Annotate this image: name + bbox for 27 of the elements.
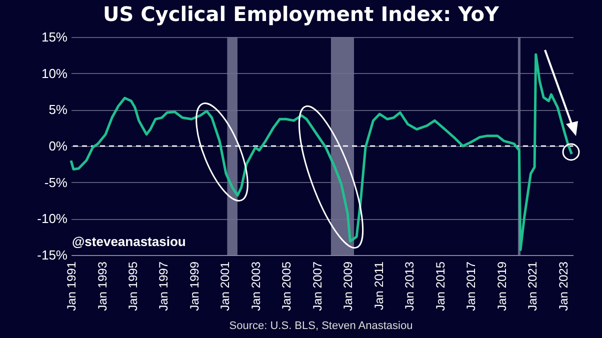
y-tick-label: 0% (48, 138, 68, 154)
y-tick-label: 10% (41, 66, 68, 81)
x-tick-label: Jan 1993 (95, 261, 110, 311)
x-tick-label: Jan 2001 (218, 261, 232, 311)
x-tick-label: Jan 2015 (433, 261, 448, 311)
x-tick-label: Jan 2011 (372, 261, 386, 310)
x-tick-label: Jan 1991 (64, 261, 78, 311)
annotation: @steveanastasiou (72, 234, 186, 249)
y-tick-label: -10% (37, 211, 68, 226)
x-tick-label: Jan 2005 (280, 261, 294, 311)
x-tick-label: Jan 2019 (494, 261, 509, 311)
x-tick-label: Jan 2003 (248, 261, 263, 311)
x-tick-label: Jan 2007 (310, 261, 324, 311)
source-note: Source: U.S. BLS, Steven Anastasiou (228, 320, 414, 332)
x-tick-label: Jan 2021 (526, 261, 540, 311)
x-tick-label: Jan 2013 (402, 261, 417, 311)
x-tick-label: Jan 1995 (126, 261, 140, 311)
y-tick-label: 15% (41, 30, 68, 44)
x-tick-label: Jan 1999 (187, 261, 202, 311)
x-tick-label: Jan 2017 (464, 261, 478, 311)
x-tick-label: Jan 1997 (156, 261, 171, 311)
x-tick-label: Jan 2009 (341, 261, 356, 311)
y-tick-label: -5% (44, 174, 68, 190)
chart-title: US Cyclical Employment Index: YoY (102, 2, 500, 26)
x-tick-label: Jan 2023 (556, 261, 570, 311)
y-tick-label: -15% (37, 248, 68, 262)
y-tick-label: 5% (48, 102, 68, 118)
